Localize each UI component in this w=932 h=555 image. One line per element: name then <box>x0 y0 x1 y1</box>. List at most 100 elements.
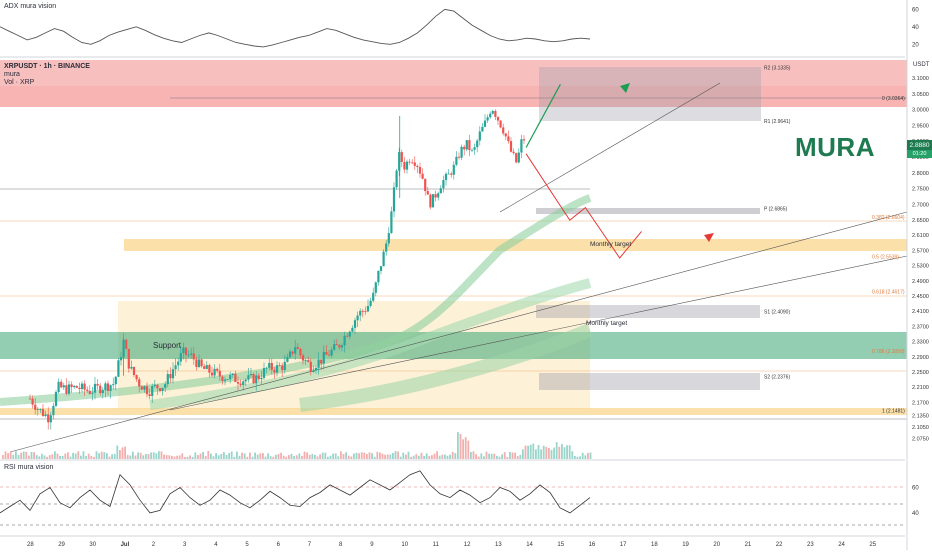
candle-body <box>39 409 42 410</box>
candle-body <box>262 368 266 378</box>
candle-body <box>112 384 115 386</box>
candle-body <box>101 390 104 394</box>
candle-body <box>151 386 154 396</box>
currency-label: USDT <box>913 62 930 68</box>
volume-bar <box>139 452 142 459</box>
candle-body <box>242 381 245 385</box>
adx-tick-label: 60 <box>912 7 919 13</box>
volume-bar <box>329 455 332 459</box>
price-tick-label: 2.2900 <box>912 355 929 361</box>
volume-bar <box>67 452 69 459</box>
candle-body <box>145 386 149 395</box>
candle-body <box>47 414 50 423</box>
candle-body <box>236 382 240 384</box>
volume-bar <box>64 453 67 459</box>
volume-bar <box>537 444 540 459</box>
monthly-target-zone-upper <box>124 239 907 251</box>
time-tick-label: 2 <box>152 542 156 548</box>
monthly-target-zone-lower <box>0 408 907 415</box>
volume-bar <box>267 453 269 459</box>
volume-bar <box>35 455 38 459</box>
candle-body <box>481 126 484 132</box>
candle-body <box>239 383 242 385</box>
price-axis: 3.10003.05003.00002.95002.90002.85002.80… <box>912 76 929 443</box>
volume-bar <box>553 447 555 459</box>
time-tick-label: 12 <box>464 542 471 548</box>
volume-bar <box>176 455 178 459</box>
volume-bar <box>493 453 496 459</box>
trendline-short <box>499 82 721 213</box>
volume-bar <box>103 452 106 459</box>
volume-bar <box>95 451 98 459</box>
volume-bar <box>25 451 28 459</box>
pivot-top-box <box>539 67 761 121</box>
candle-body <box>338 345 341 348</box>
volume-bar <box>87 453 90 459</box>
candle-body <box>31 398 34 405</box>
volume-bar <box>30 451 33 459</box>
price-tick-label: 2.2100 <box>912 385 929 391</box>
volume-bar <box>342 453 345 459</box>
volume-bar <box>217 455 220 459</box>
candle-body <box>213 368 216 376</box>
volume-bar <box>498 456 501 459</box>
candle-body <box>460 146 463 158</box>
volume-bar <box>82 451 85 459</box>
volume-bar <box>186 456 189 459</box>
adx-pane: 60 40 20 <box>0 7 919 58</box>
volume-bar <box>15 451 17 459</box>
candle-body <box>268 362 271 368</box>
candle-body <box>483 120 487 127</box>
candle-body <box>54 391 58 406</box>
support-zone <box>0 332 907 359</box>
volume-bar <box>527 445 529 459</box>
volume-label: Vol · XRP <box>4 79 35 86</box>
volume-bar <box>563 447 566 459</box>
time-tick-label: 30 <box>89 542 96 548</box>
s1-box <box>536 305 760 318</box>
volume-bar <box>319 454 321 459</box>
rsi-tick-label: 40 <box>912 511 919 517</box>
volume-bar <box>561 444 563 459</box>
volume-bar <box>529 444 532 459</box>
volume-bar <box>171 455 173 459</box>
candle-body <box>340 345 344 348</box>
volume-bar <box>51 454 54 459</box>
volume-bar <box>368 452 371 459</box>
volume-bar <box>449 454 451 459</box>
candle-body <box>252 373 255 384</box>
candle-body <box>517 152 520 163</box>
candle-body <box>125 339 128 349</box>
volume-bar <box>446 455 449 459</box>
candle-body <box>247 375 250 380</box>
volume-bar <box>215 453 217 459</box>
candle-body <box>57 381 60 392</box>
candle-body <box>512 151 515 154</box>
candle-body <box>442 180 445 189</box>
volume-bar <box>212 456 215 459</box>
volume-bar <box>373 456 376 459</box>
volume-bar <box>288 455 290 459</box>
candle-body <box>470 149 474 151</box>
candle-body <box>450 173 453 175</box>
adx-title: ADX mura vision <box>4 3 57 10</box>
candle-body <box>426 191 429 195</box>
support-label: Support <box>153 341 182 350</box>
time-tick-label: 17 <box>620 542 627 548</box>
price-tick-label: 3.0500 <box>912 92 929 98</box>
ema-band-long <box>299 323 593 412</box>
volume-bar <box>259 453 262 459</box>
candle-body <box>78 387 81 389</box>
volume-bar <box>298 453 301 459</box>
time-tick-label: 11 <box>433 542 440 548</box>
volume-bar <box>392 452 394 459</box>
candle-body <box>515 153 518 163</box>
volume-bar <box>308 454 311 459</box>
volume-bar <box>587 452 589 459</box>
volume-bar <box>254 452 256 459</box>
candle-body <box>114 376 117 385</box>
volume-bar <box>509 451 511 459</box>
candle-body <box>309 361 312 372</box>
volume-bar <box>121 447 124 459</box>
